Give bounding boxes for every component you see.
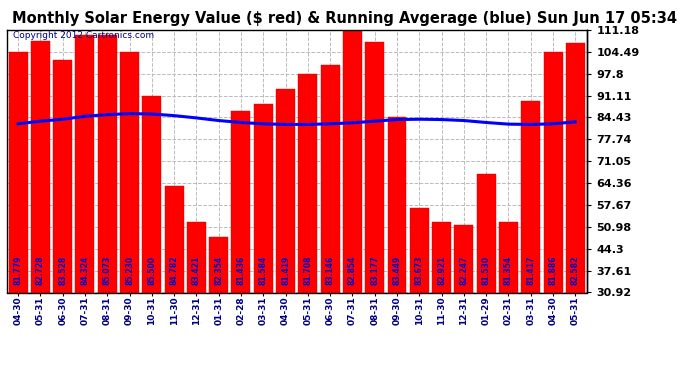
Bar	[142, 96, 161, 375]
Text: 83.673: 83.673	[415, 255, 424, 285]
Bar	[120, 52, 139, 375]
Bar	[432, 222, 451, 375]
Bar	[566, 44, 585, 375]
Bar	[75, 34, 95, 375]
Text: 81.354: 81.354	[504, 255, 513, 285]
Text: 83.146: 83.146	[326, 255, 335, 285]
Text: 81.708: 81.708	[304, 255, 313, 285]
Text: 83.421: 83.421	[192, 255, 201, 285]
Bar	[365, 42, 384, 375]
Text: 81.417: 81.417	[526, 255, 535, 285]
Text: 81.886: 81.886	[549, 255, 558, 285]
Bar	[187, 222, 206, 375]
Text: 82.921: 82.921	[437, 255, 446, 285]
Bar	[298, 74, 317, 375]
Bar	[254, 104, 273, 375]
Bar	[276, 89, 295, 375]
Text: 81.419: 81.419	[281, 255, 290, 285]
Bar	[209, 237, 228, 375]
Bar	[499, 222, 518, 375]
Bar	[410, 208, 428, 375]
Text: 81.530: 81.530	[482, 255, 491, 285]
Text: 82.728: 82.728	[36, 255, 45, 285]
Text: 82.854: 82.854	[348, 255, 357, 285]
Text: 81.584: 81.584	[259, 255, 268, 285]
Bar	[31, 41, 50, 375]
Text: 82.354: 82.354	[214, 255, 223, 285]
Bar	[53, 60, 72, 375]
Text: 85.230: 85.230	[125, 255, 134, 285]
Bar	[321, 65, 339, 375]
Text: 85.500: 85.500	[147, 256, 157, 285]
Text: Copyright 2012 Cartronics.com: Copyright 2012 Cartronics.com	[12, 32, 154, 40]
Text: 81.436: 81.436	[237, 255, 246, 285]
Bar	[455, 225, 473, 375]
Text: 84.782: 84.782	[170, 255, 179, 285]
Bar	[388, 117, 406, 375]
Text: 81.779: 81.779	[14, 255, 23, 285]
Text: 83.449: 83.449	[393, 255, 402, 285]
Text: 82.247: 82.247	[460, 255, 469, 285]
Bar	[343, 30, 362, 375]
Bar	[477, 174, 495, 375]
Text: 83.177: 83.177	[371, 255, 380, 285]
Bar	[522, 101, 540, 375]
Text: 83.528: 83.528	[58, 255, 67, 285]
Bar	[544, 52, 562, 375]
Text: 82.582: 82.582	[571, 255, 580, 285]
Bar	[232, 111, 250, 375]
Text: 85.073: 85.073	[103, 255, 112, 285]
Bar	[8, 52, 28, 375]
Text: Monthly Solar Energy Value ($ red) & Running Avgerage (blue) Sun Jun 17 05:34: Monthly Solar Energy Value ($ red) & Run…	[12, 11, 678, 26]
Text: 84.324: 84.324	[81, 255, 90, 285]
Bar	[98, 34, 117, 375]
Bar	[165, 186, 184, 375]
